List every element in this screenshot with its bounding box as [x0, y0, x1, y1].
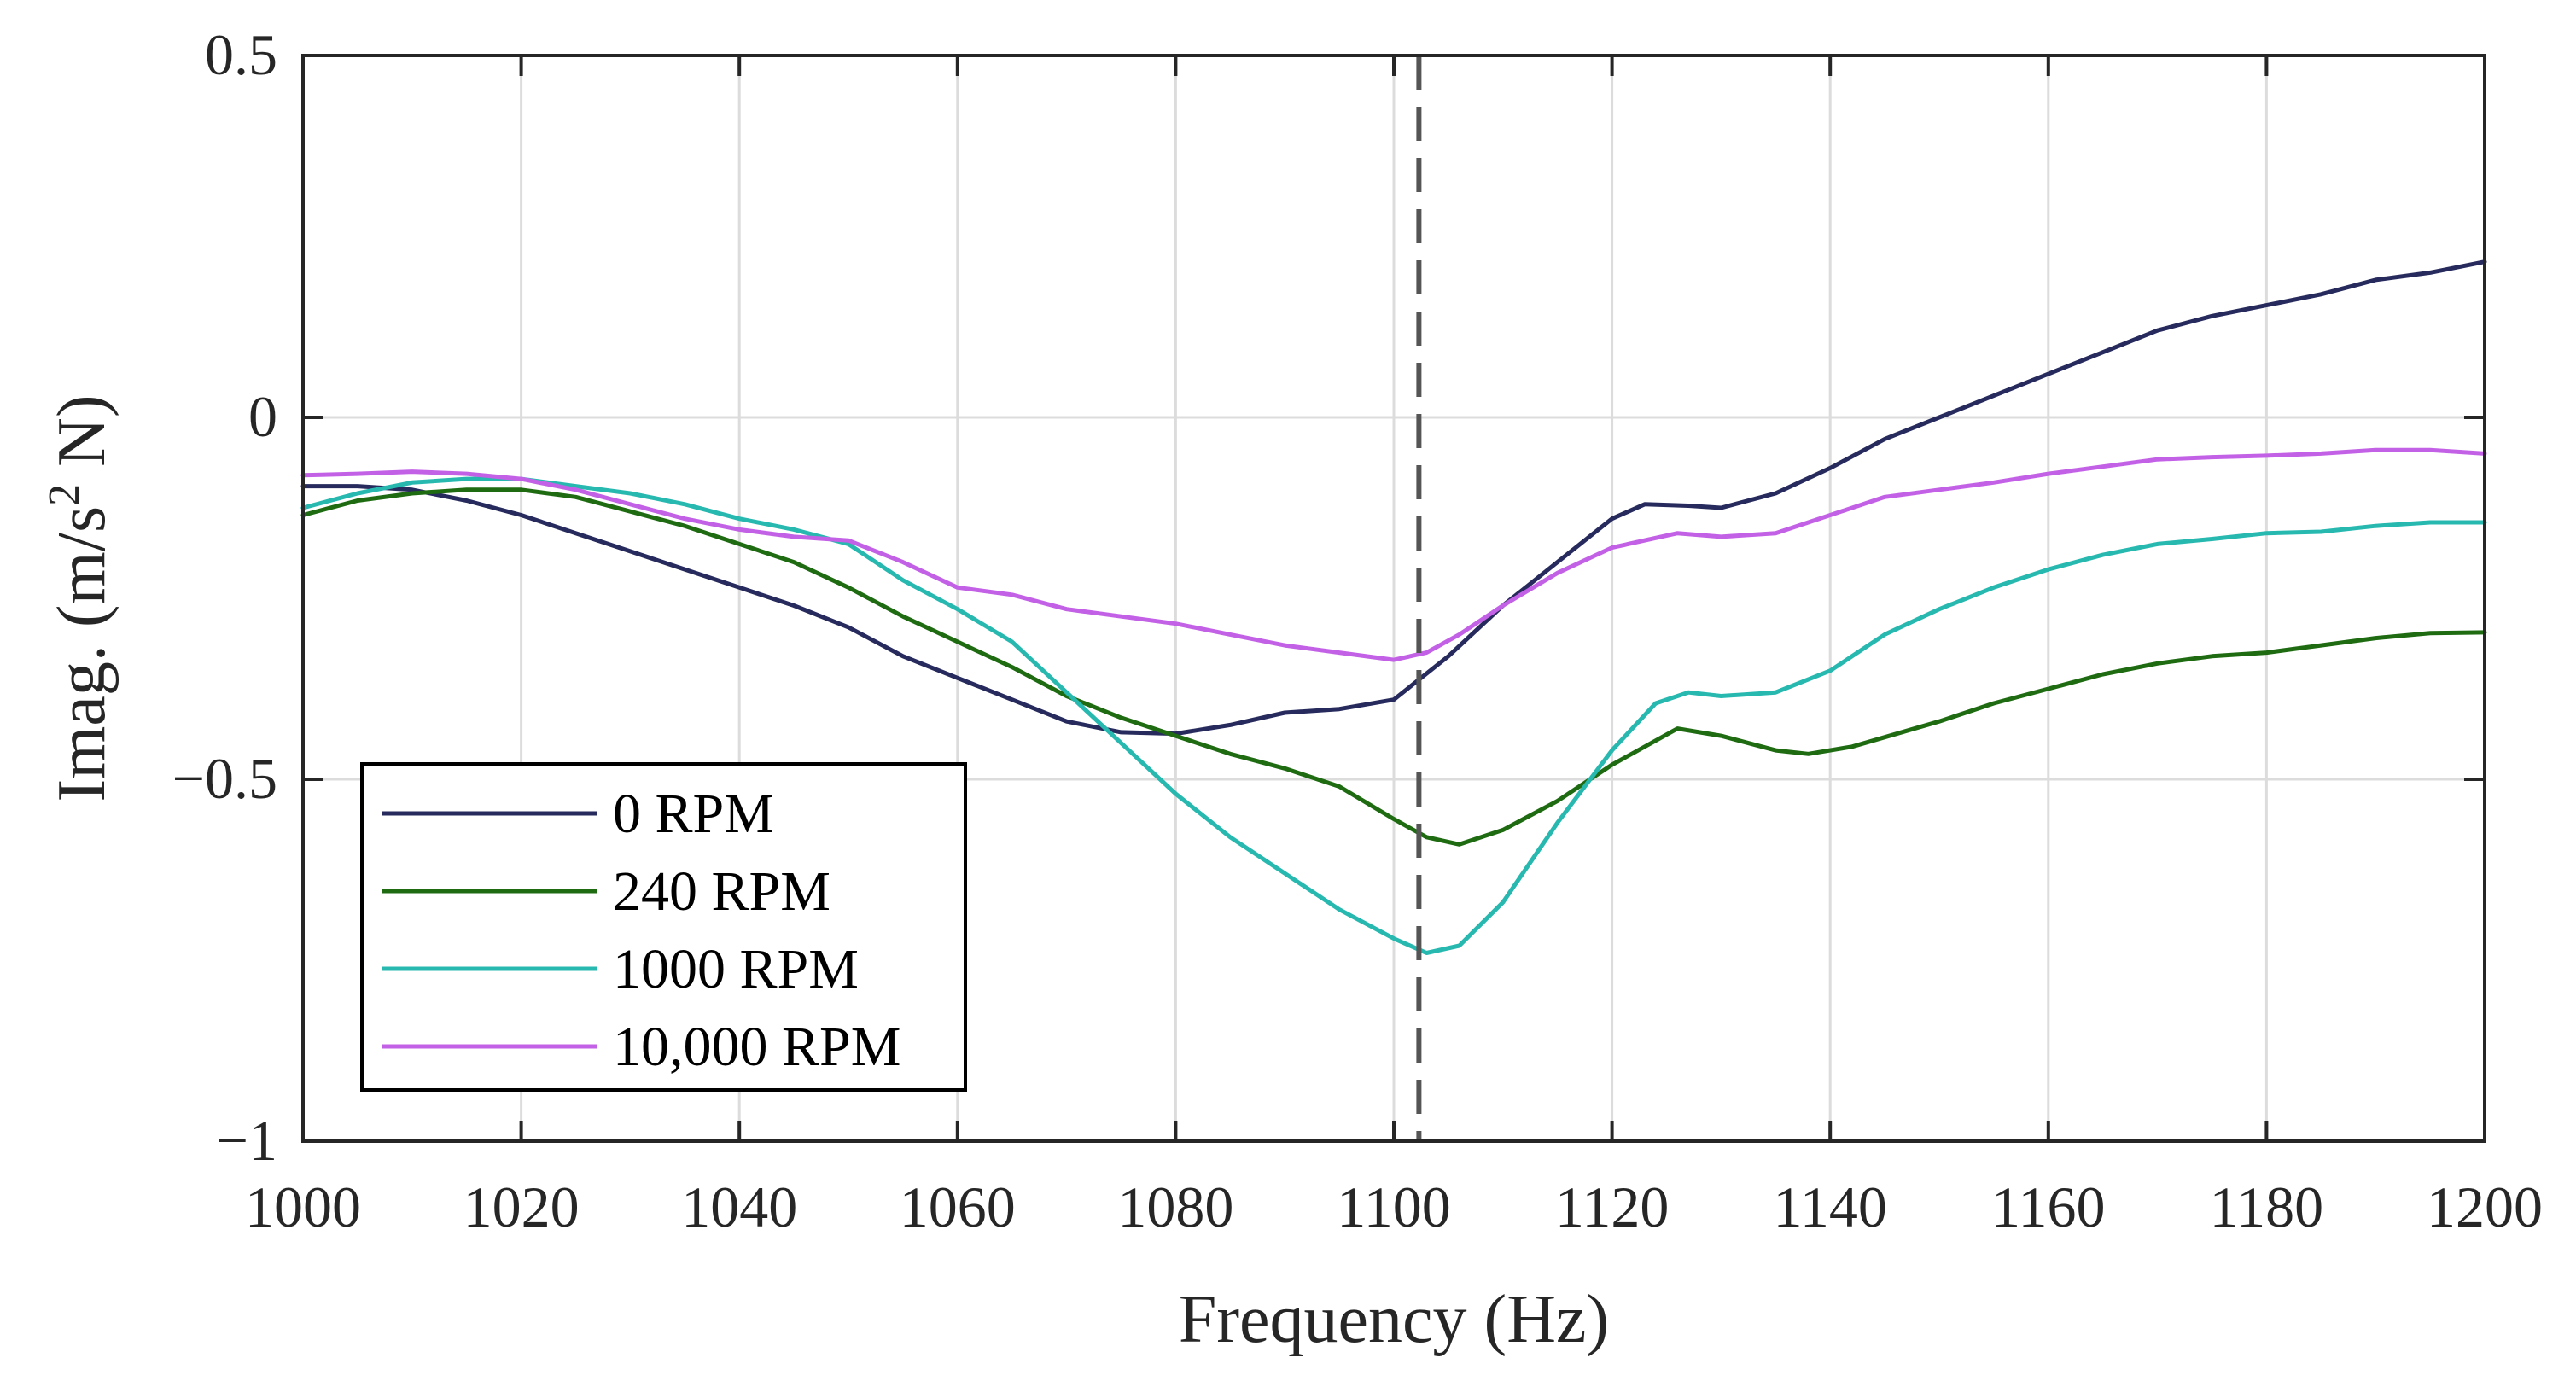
x-tick-label: 1000	[245, 1174, 361, 1239]
ticks	[301, 54, 2486, 1143]
x-tick-labels: 1000 1020 1040 1060 1080 1100 1120 1140 1160 1180…	[245, 1174, 2543, 1239]
x-tick-label: 1060	[900, 1174, 1016, 1239]
series-line-3	[300, 447, 2487, 662]
x-tick-label: 1180	[2210, 1174, 2323, 1239]
series-line-1	[300, 487, 2487, 847]
x-tick-label: 1080	[1117, 1174, 1233, 1239]
y-tick-label: 0	[248, 384, 277, 449]
y-axis-label-main: Imag. (m/s	[44, 506, 119, 802]
legend-label-3: 10,000 RPM	[613, 1016, 900, 1078]
legend-box	[360, 762, 967, 1092]
x-tick-label: 1100	[1337, 1174, 1450, 1239]
y-axis-label: Imag. (m/s2 N)	[40, 394, 119, 801]
y-axis-label-tail: N)	[44, 394, 119, 483]
x-tick-label: 1140	[1773, 1174, 1886, 1239]
y-axis-label-superscript: 2	[40, 484, 89, 506]
x-tick-label: 1020	[463, 1174, 580, 1239]
x-tick-label: 1040	[681, 1174, 797, 1239]
y-tick-labels: 0.5 0 −0.5 −1	[172, 22, 277, 1173]
y-tick-label: 0.5	[205, 22, 277, 87]
y-tick-label: −1	[216, 1108, 277, 1173]
legend-label-2: 1000 RPM	[613, 938, 859, 1000]
x-tick-label: 1120	[1555, 1174, 1669, 1239]
legend-label-1: 240 RPM	[613, 860, 830, 923]
x-axis-label: Frequency (Hz)	[1179, 1282, 1609, 1357]
series-line-2	[300, 476, 2487, 955]
x-tick-label: 1160	[1991, 1174, 2105, 1239]
legend-label-0: 0 RPM	[613, 783, 774, 845]
x-tick-label: 1200	[2427, 1174, 2543, 1239]
y-tick-label: −0.5	[172, 746, 277, 811]
legend: 0 RPM 240 RPM 1000 RPM 10,000 RPM	[360, 762, 967, 1092]
